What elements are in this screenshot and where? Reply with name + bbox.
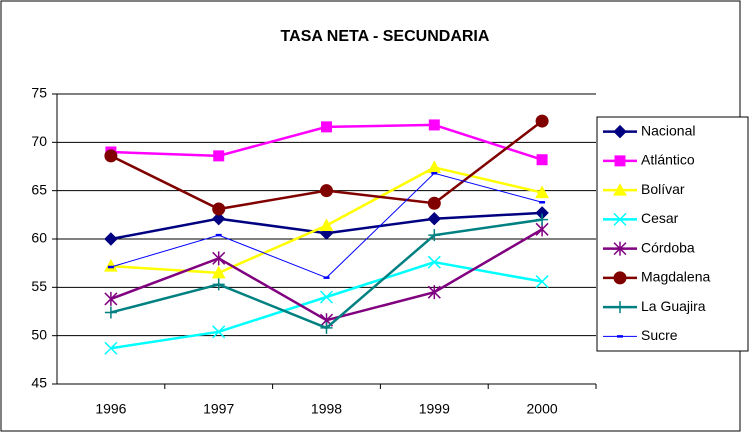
- marker: [613, 183, 627, 196]
- x-tick-label: 1997: [203, 401, 234, 417]
- marker: [104, 232, 118, 246]
- marker: [104, 259, 118, 272]
- y-tick-label: 55: [31, 278, 47, 294]
- marker: [320, 184, 333, 198]
- marker: [614, 301, 626, 314]
- legend-label: Atlántico: [641, 152, 695, 168]
- marker: [535, 275, 549, 289]
- legend-label: Cesar: [641, 210, 679, 226]
- marker: [613, 241, 627, 256]
- marker: [614, 155, 626, 167]
- y-tick-label: 45: [31, 375, 47, 391]
- marker: [211, 265, 226, 279]
- marker: [104, 341, 118, 355]
- y-tick-label: 60: [31, 230, 47, 246]
- marker: [321, 121, 332, 133]
- marker: [104, 149, 118, 163]
- x-tick-label: 1999: [419, 401, 450, 417]
- marker: [535, 114, 549, 128]
- legend-label: La Guajira: [641, 298, 706, 314]
- marker: [104, 291, 118, 306]
- marker: [213, 150, 225, 162]
- legend-label: Magdalena: [641, 269, 710, 285]
- marker: [212, 202, 226, 216]
- marker: [319, 290, 334, 304]
- marker: [212, 325, 226, 339]
- marker: [428, 119, 440, 131]
- legend-label: Sucre: [641, 327, 678, 343]
- marker: [211, 211, 226, 226]
- legend-label: Bolívar: [641, 181, 685, 197]
- marker: [613, 124, 627, 139]
- x-tick-label: 2000: [527, 401, 558, 417]
- marker: [613, 271, 627, 285]
- marker: [427, 196, 441, 210]
- y-tick-label: 70: [31, 133, 47, 149]
- marker: [427, 211, 442, 226]
- marker: [535, 185, 549, 199]
- marker: [427, 255, 441, 269]
- y-tick-label: 65: [31, 181, 47, 197]
- legend-label: Córdoba: [641, 239, 695, 255]
- x-tick-label: 1998: [311, 401, 342, 417]
- marker: [536, 213, 549, 226]
- marker: [212, 278, 225, 291]
- marker: [613, 212, 627, 226]
- marker: [428, 229, 441, 242]
- marker: [104, 306, 117, 319]
- marker: [212, 251, 226, 266]
- legend-label: Nacional: [641, 122, 695, 138]
- marker: [319, 218, 334, 231]
- marker: [320, 321, 333, 334]
- y-tick-label: 75: [31, 85, 47, 101]
- marker: [536, 154, 548, 166]
- chart-title: TASA NETA - SECUNDARIA: [281, 28, 490, 45]
- marker: [427, 285, 441, 300]
- x-tick-label: 1996: [95, 401, 126, 417]
- y-tick-label: 50: [31, 326, 47, 342]
